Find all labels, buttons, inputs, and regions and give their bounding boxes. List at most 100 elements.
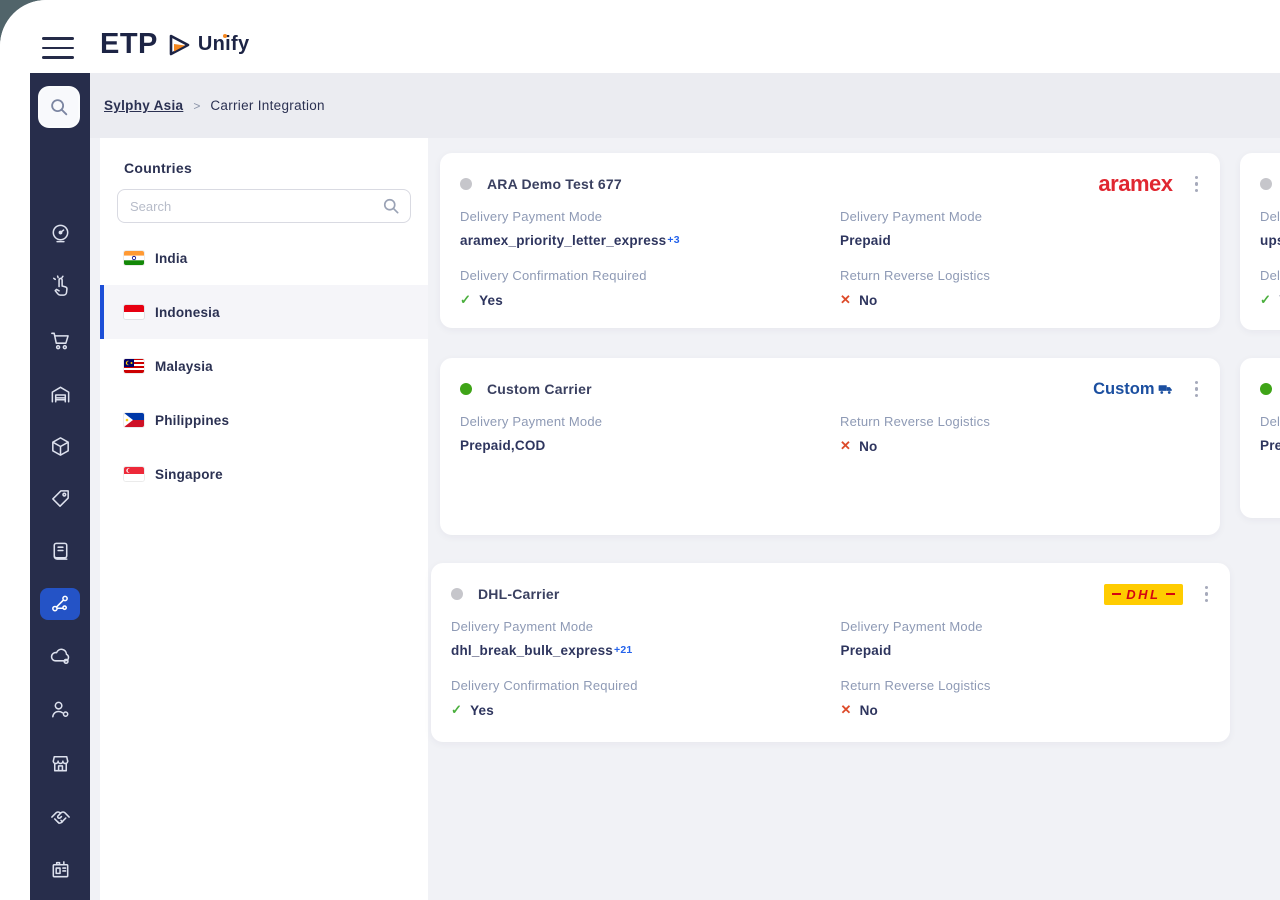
sidebar-item-partners[interactable] xyxy=(48,805,72,829)
carrier-card-ara-demo: ARA Demo Test 677 aramex Delivery Paymen… xyxy=(440,153,1220,328)
sidebar-search-button[interactable] xyxy=(38,86,80,128)
sidebar-item-customers[interactable] xyxy=(48,697,72,721)
handshake-icon xyxy=(50,810,70,824)
status-dot xyxy=(1260,383,1272,395)
field-return-reverse-logistics: Return Reverse Logistics ✕ No xyxy=(840,414,991,454)
field-delivery-payment-mode: Delivery Payment Mode Prepaid xyxy=(840,619,983,658)
sidebar-item-cloud-sync[interactable] xyxy=(48,644,72,668)
carrier-card-partial-top: Delivery Payment Mode ups Delivery Confi… xyxy=(1240,153,1280,330)
country-item-india[interactable]: India xyxy=(100,231,428,285)
country-label: Philippines xyxy=(155,412,230,428)
field-return-reverse-logistics: Return Reverse Logistics ✕ No xyxy=(840,678,991,718)
sidebar-item-tag[interactable] xyxy=(48,486,72,510)
country-search xyxy=(117,189,411,223)
field-delivery-payment-mode: Delivery Payment Mode Prepaid,COD xyxy=(460,414,603,453)
sidebar-item-click-select[interactable] xyxy=(48,274,72,298)
search-icon xyxy=(51,99,68,116)
countries-panel: Countries India Indonesia Malaysia Phili… xyxy=(100,138,428,900)
brand-etp-text: ETP xyxy=(100,28,158,60)
status-dot xyxy=(460,178,472,190)
aramex-logo: aramex xyxy=(1098,171,1173,196)
dashboard-icon xyxy=(52,224,68,242)
carrier-card-partial-middle: Delivery Payment Mode Prepaid xyxy=(1240,358,1280,518)
field-delivery-payment-mode: Delivery Payment Mode dhl_break_bulk_exp… xyxy=(451,619,633,658)
warehouse-icon xyxy=(51,386,69,402)
flag-singapore-icon xyxy=(124,467,144,481)
carrier-integration-icon xyxy=(52,595,68,612)
top-bar: ETP Unify xyxy=(0,0,1280,73)
country-label: India xyxy=(155,250,188,266)
hamburger-menu-icon[interactable] xyxy=(42,37,74,59)
brand-unify-text: Unify xyxy=(197,33,250,55)
card-menu-button[interactable] xyxy=(1193,377,1201,402)
status-dot xyxy=(1260,178,1272,190)
cloud-icon xyxy=(50,648,69,664)
field-delivery-confirmation: Delivery Confirmation Required ✓Yes xyxy=(1260,268,1280,308)
check-icon: ✓ xyxy=(451,702,463,717)
check-icon: ✓ xyxy=(460,292,472,307)
sidebar-item-package[interactable] xyxy=(48,434,72,458)
dhl-logo: DHL xyxy=(1104,583,1183,605)
field-return-reverse-logistics: Return Reverse Logistics ✕ No xyxy=(840,268,991,308)
carrier-card-custom: Custom Carrier Custom Delivery Payment M… xyxy=(440,358,1220,535)
search-icon xyxy=(383,198,399,214)
card-menu-button[interactable] xyxy=(1193,172,1201,197)
store-icon xyxy=(52,755,68,771)
country-item-philippines[interactable]: Philippines xyxy=(100,393,428,447)
brand-triangle-icon xyxy=(169,34,190,55)
cross-icon: ✕ xyxy=(840,292,852,307)
country-label: Malaysia xyxy=(155,358,213,374)
check-icon: ✓ xyxy=(1260,292,1272,307)
main-content: Countries India Indonesia Malaysia Phili… xyxy=(90,138,1280,900)
field-delivery-confirmation: Delivery Confirmation Required ✓Yes xyxy=(451,678,638,718)
ledger-book-icon xyxy=(53,542,67,560)
field-delivery-payment-mode: Delivery Payment Mode aramex_priority_le… xyxy=(460,209,680,248)
field-delivery-payment-mode: Delivery Payment Mode Prepaid xyxy=(840,209,983,248)
tag-icon xyxy=(51,489,69,507)
carrier-card-title: Custom Carrier xyxy=(487,381,592,397)
carrier-card-dhl: DHL-Carrier DHL Delivery Payment Mode dh… xyxy=(431,563,1230,742)
sidebar-item-ledger[interactable] xyxy=(48,539,72,563)
sidebar-item-dashboard[interactable] xyxy=(48,221,72,245)
field-delivery-payment-mode: Delivery Payment Mode ups xyxy=(1260,209,1280,248)
flag-philippines-icon xyxy=(124,413,144,427)
flag-india-icon xyxy=(124,251,144,265)
flag-indonesia-icon xyxy=(124,305,144,319)
breadcrumb-link-root[interactable]: Sylphy Asia xyxy=(104,98,184,113)
more-count-badge[interactable]: +3 xyxy=(667,233,680,246)
country-item-indonesia[interactable]: Indonesia xyxy=(100,285,428,339)
flag-malaysia-icon xyxy=(124,359,144,373)
sidebar-item-kiosk[interactable] xyxy=(48,857,72,881)
package-cube-icon xyxy=(51,436,69,456)
user-gear-icon xyxy=(51,701,68,717)
cross-icon: ✕ xyxy=(840,438,852,453)
breadcrumb-separator: > xyxy=(193,98,201,113)
sidebar-item-store[interactable] xyxy=(48,751,72,775)
carrier-card-title: ARA Demo Test 677 xyxy=(487,176,622,192)
sidebar-item-carrier-integration[interactable] xyxy=(40,588,80,620)
sidebar-item-cart[interactable] xyxy=(48,328,72,352)
field-delivery-confirmation: Delivery Confirmation Required ✓Yes xyxy=(460,268,647,308)
page-title: Carrier Integration xyxy=(210,98,325,113)
country-label: Indonesia xyxy=(155,304,220,320)
sidebar-item-warehouse[interactable] xyxy=(48,382,72,406)
status-dot xyxy=(451,588,463,600)
card-menu-button[interactable] xyxy=(1203,582,1211,607)
brand-logo: ETP Unify xyxy=(100,28,249,61)
kiosk-icon xyxy=(52,860,68,877)
hand-pointer-icon xyxy=(52,274,68,296)
status-dot xyxy=(460,383,472,395)
country-label: Singapore xyxy=(155,466,223,482)
more-count-badge[interactable]: +21 xyxy=(613,643,633,656)
country-search-input[interactable] xyxy=(117,189,411,223)
country-item-singapore[interactable]: Singapore xyxy=(100,447,428,501)
cross-icon: ✕ xyxy=(840,702,852,717)
country-item-malaysia[interactable]: Malaysia xyxy=(100,339,428,393)
field-delivery-payment-mode: Delivery Payment Mode Prepaid xyxy=(1260,414,1280,453)
breadcrumb: Sylphy Asia > Carrier Integration xyxy=(90,73,1280,138)
truck-icon xyxy=(1158,385,1172,394)
carrier-card-title: DHL-Carrier xyxy=(478,586,560,602)
custom-carrier-logo: Custom xyxy=(1093,380,1172,399)
shopping-cart-icon xyxy=(50,332,69,349)
